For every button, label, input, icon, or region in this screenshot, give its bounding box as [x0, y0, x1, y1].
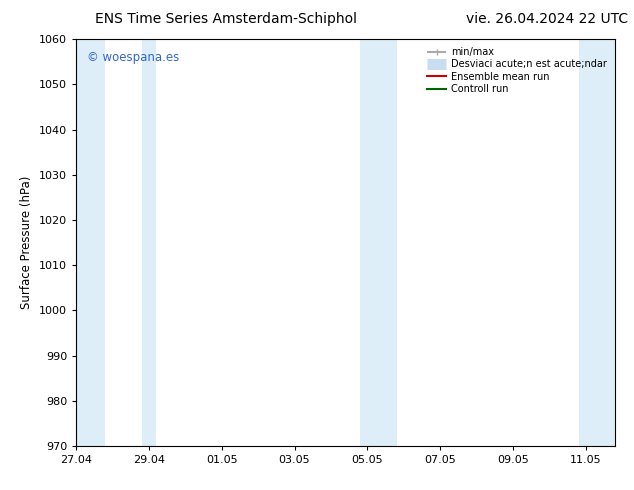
- Y-axis label: Surface Pressure (hPa): Surface Pressure (hPa): [20, 176, 34, 309]
- Text: © woespana.es: © woespana.es: [87, 51, 179, 64]
- Bar: [141, 39, 156, 446]
- Bar: [579, 39, 615, 446]
- Text: ENS Time Series Amsterdam-Schiphol: ENS Time Series Amsterdam-Schiphol: [95, 12, 357, 26]
- Bar: [76, 39, 105, 446]
- Bar: [360, 39, 396, 446]
- Legend: min/max, Desviaci acute;n est acute;ndar, Ensemble mean run, Controll run: min/max, Desviaci acute;n est acute;ndar…: [424, 44, 610, 97]
- Text: vie. 26.04.2024 22 UTC: vie. 26.04.2024 22 UTC: [465, 12, 628, 26]
